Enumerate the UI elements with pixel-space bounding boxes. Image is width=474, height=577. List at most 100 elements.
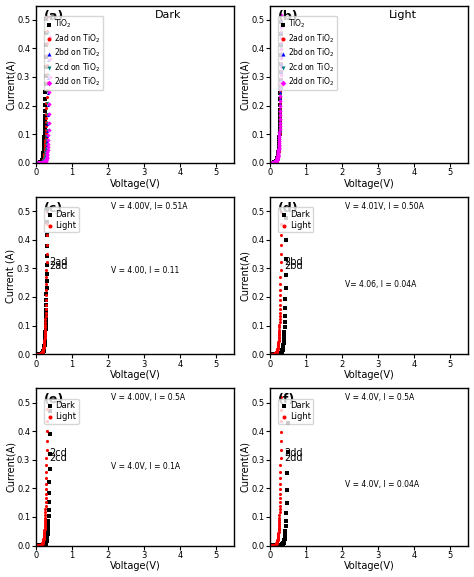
Dark (275, 349, 283, 358)
Dark (281, 327, 288, 336)
2ad on TiO$_2$ (42, 140, 49, 149)
2cd on TiO$_2$ (34, 158, 41, 167)
2ad on TiO$_2$ (271, 158, 279, 167)
Text: 2dd: 2dd (284, 448, 302, 458)
Dark (39, 348, 46, 357)
2dd on TiO$_2$ (45, 110, 53, 119)
Light (267, 350, 274, 359)
Dark (279, 345, 286, 354)
2dd on TiO$_2$ (40, 158, 48, 167)
Light (274, 343, 282, 352)
Light (267, 541, 275, 550)
2dd on TiO$_2$ (268, 158, 275, 167)
Dark (269, 350, 277, 359)
Light (269, 541, 276, 550)
TiO$_2$ (269, 158, 277, 167)
Light (274, 534, 282, 543)
2dd on TiO$_2$ (42, 156, 49, 166)
TiO$_2$ (266, 158, 274, 167)
2bd on TiO$_2$ (274, 152, 282, 162)
Light (271, 540, 279, 549)
2dd on TiO$_2$ (39, 158, 46, 167)
2bd on TiO$_2$ (275, 143, 283, 152)
2cd on TiO$_2$ (33, 158, 41, 167)
TiO$_2$ (40, 149, 47, 158)
Light (42, 290, 50, 299)
2ad on TiO$_2$ (43, 50, 51, 59)
2cd on TiO$_2$ (274, 152, 282, 162)
Light (39, 536, 47, 545)
2bd on TiO$_2$ (272, 157, 279, 166)
Light (273, 538, 281, 548)
2ad on TiO$_2$ (38, 158, 46, 167)
Light (37, 540, 45, 549)
2cd on TiO$_2$ (272, 158, 279, 167)
2ad on TiO$_2$ (36, 158, 44, 167)
Dark (272, 350, 279, 359)
Light (271, 541, 278, 550)
Dark (267, 350, 275, 359)
TiO$_2$ (273, 156, 280, 166)
2dd on TiO$_2$ (38, 158, 46, 167)
Light (276, 300, 284, 309)
Dark (39, 347, 47, 356)
Light (270, 349, 278, 358)
TiO$_2$ (272, 157, 280, 166)
Light (36, 349, 44, 358)
2cd on TiO$_2$ (268, 158, 276, 167)
Light (272, 540, 279, 549)
TiO$_2$ (273, 155, 281, 164)
Light (35, 541, 42, 550)
2cd on TiO$_2$ (271, 158, 278, 167)
Dark (36, 350, 44, 359)
2dd on TiO$_2$ (276, 111, 284, 120)
Light (36, 541, 44, 550)
Dark (274, 541, 282, 550)
TiO$_2$ (267, 158, 274, 167)
TiO$_2$ (36, 158, 43, 167)
Light (277, 437, 284, 446)
TiO$_2$ (33, 158, 41, 167)
Dark (274, 541, 282, 550)
Light (36, 349, 44, 358)
Dark (277, 541, 284, 550)
Dark (35, 541, 43, 550)
TiO$_2$ (40, 147, 47, 156)
2cd on TiO$_2$ (273, 156, 280, 165)
Dark (270, 350, 277, 359)
2bd on TiO$_2$ (269, 158, 276, 167)
2cd on TiO$_2$ (269, 158, 276, 167)
Light (34, 350, 41, 359)
Light (33, 541, 40, 550)
Light (32, 541, 40, 550)
2bd on TiO$_2$ (272, 158, 279, 167)
Y-axis label: Current (A): Current (A) (6, 249, 16, 302)
TiO$_2$ (275, 134, 283, 144)
2cd on TiO$_2$ (34, 158, 42, 167)
2ad on TiO$_2$ (43, 92, 50, 101)
Light (42, 285, 50, 294)
2ad on TiO$_2$ (273, 153, 281, 163)
TiO$_2$ (276, 118, 284, 127)
2bd on TiO$_2$ (42, 151, 49, 160)
TiO$_2$ (274, 151, 282, 160)
2dd on TiO$_2$ (269, 158, 276, 167)
2dd on TiO$_2$ (42, 156, 49, 166)
2ad on TiO$_2$ (42, 125, 50, 134)
TiO$_2$ (271, 158, 278, 167)
Dark (266, 541, 274, 550)
2cd on TiO$_2$ (267, 158, 274, 167)
Light (40, 529, 48, 538)
Dark (40, 541, 47, 550)
2cd on TiO$_2$ (273, 156, 281, 165)
2dd on TiO$_2$ (270, 158, 278, 167)
Legend: TiO$_2$, 2ad on TiO$_2$, 2bd on TiO$_2$, 2cd on TiO$_2$, 2dd on TiO$_2$: TiO$_2$, 2ad on TiO$_2$, 2bd on TiO$_2$,… (44, 16, 103, 91)
Light (43, 436, 50, 445)
2dd on TiO$_2$ (276, 118, 283, 128)
Light (37, 541, 45, 550)
Dark (283, 499, 291, 508)
Light (37, 349, 45, 358)
Light (41, 515, 49, 524)
TiO$_2$ (40, 143, 48, 152)
Light (270, 541, 277, 550)
